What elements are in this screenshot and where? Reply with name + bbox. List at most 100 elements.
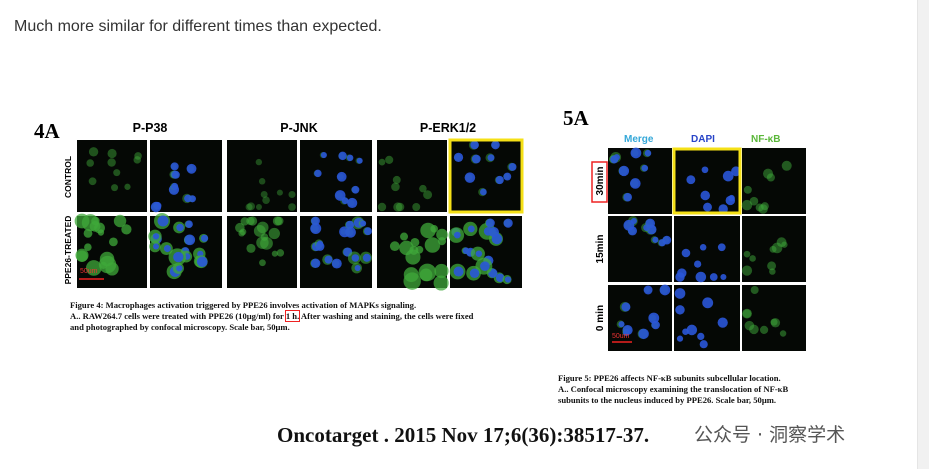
cell: [271, 250, 278, 257]
nucleus: [347, 197, 358, 209]
cell: [434, 263, 449, 279]
nucleus: [659, 284, 671, 296]
nucleus: [720, 273, 727, 281]
cell: [770, 318, 778, 326]
citation: Oncotarget . 2015 Nov 17;6(36):38517-37.: [277, 423, 650, 447]
cell: [260, 190, 268, 198]
nucleus: [682, 328, 689, 335]
nucleus: [623, 219, 635, 231]
caption-line: Figure 4: Macrophages activation trigger…: [70, 300, 417, 310]
nucleus: [152, 243, 160, 250]
nucleus: [645, 218, 656, 229]
nucleus: [674, 288, 686, 299]
nucleus: [464, 172, 476, 183]
nucleus: [311, 216, 320, 226]
cell: [392, 175, 401, 184]
highlight-box: [672, 147, 742, 215]
cell: [121, 224, 132, 235]
cell: [758, 204, 768, 214]
cell: [113, 169, 121, 177]
cell: [749, 255, 756, 262]
caption: Figure 4: Macrophages activation trigger…: [70, 300, 473, 333]
column-label: P-ERK1/2: [420, 121, 476, 135]
nucleus: [176, 265, 183, 272]
nucleus: [184, 234, 196, 246]
nucleus: [700, 190, 711, 201]
micrograph: [608, 216, 672, 282]
cell: [767, 261, 777, 271]
nucleus: [354, 265, 361, 272]
figure-label: 4A: [34, 119, 61, 143]
figure-5: 5A Merge DAPI NF-κB 30min 15min 0 min 50…: [563, 106, 806, 351]
micrograph: [742, 285, 806, 351]
cell: [107, 148, 117, 159]
nucleus: [331, 258, 342, 269]
nucleus: [686, 324, 698, 336]
nucleus: [310, 258, 321, 269]
nucleus: [694, 260, 702, 268]
nucleus: [495, 175, 504, 185]
cell: [85, 260, 102, 276]
nucleus: [157, 215, 169, 227]
micrograph: [300, 140, 372, 212]
highlight-box: [448, 138, 524, 214]
nucleus: [152, 233, 160, 240]
cell: [377, 202, 387, 212]
cell: [742, 308, 752, 319]
nucleus: [717, 243, 726, 252]
nucleus: [703, 202, 712, 212]
caption-line: subunits to the nucleus induced by PPE26…: [558, 395, 777, 405]
nucleus: [310, 223, 322, 235]
cell: [781, 160, 792, 171]
cell: [403, 267, 419, 283]
nucleus: [176, 223, 184, 232]
caption-text: After washing and staining, the cells we…: [299, 311, 474, 321]
cell: [389, 241, 400, 252]
nucleus: [163, 244, 171, 253]
nucleus: [709, 273, 718, 281]
nucleus: [503, 172, 512, 181]
cell: [75, 248, 89, 262]
scale-label: 50um: [80, 268, 98, 275]
cell: [259, 259, 266, 267]
nucleus: [320, 151, 327, 159]
nucleus: [453, 266, 464, 277]
cell: [743, 250, 751, 258]
nucleus: [508, 162, 517, 171]
nucleus: [697, 332, 705, 341]
intro-text: Much more similar for different times th…: [14, 18, 382, 35]
scale-label: 50um: [612, 333, 630, 340]
nucleus: [469, 268, 480, 278]
cell: [88, 147, 99, 157]
cell: [260, 233, 269, 241]
nucleus: [622, 328, 630, 336]
nucleus: [731, 166, 741, 177]
cell: [759, 325, 769, 334]
micrograph: [77, 140, 147, 212]
cell: [385, 155, 394, 164]
column-label: DAPI: [691, 134, 715, 145]
nucleus: [638, 328, 649, 340]
watermark: 公众号 · 洞察学术: [694, 424, 846, 446]
caption-line: Figure 5: PPE26 affects NF-κB subunits s…: [558, 373, 781, 383]
cell: [113, 214, 127, 228]
cell: [424, 237, 441, 253]
figure-label: 5A: [563, 106, 590, 130]
row-label: 15min: [595, 235, 606, 264]
micrograph: [227, 140, 297, 212]
nucleus: [453, 152, 464, 163]
panels: [608, 147, 806, 351]
cell: [395, 202, 405, 212]
nucleus: [480, 261, 490, 271]
nucleus: [471, 154, 481, 164]
nucleus: [351, 254, 360, 262]
cell: [88, 177, 97, 186]
nucleus: [338, 151, 347, 161]
nucleus: [658, 239, 666, 247]
nucleus: [479, 188, 487, 196]
nucleus: [346, 154, 354, 162]
row-label: PPE26-TREATED: [63, 216, 73, 285]
cell: [741, 199, 753, 211]
nucleus: [644, 149, 652, 157]
